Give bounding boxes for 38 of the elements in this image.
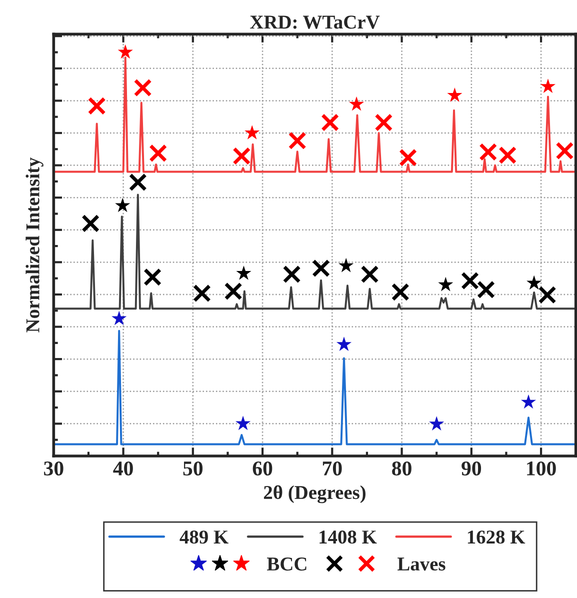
point bbox=[82, 214, 100, 232]
legend-label: BCC bbox=[267, 558, 306, 571]
point bbox=[348, 96, 364, 111]
chart-title: XRD: WTaCrV bbox=[250, 16, 380, 29]
point bbox=[538, 286, 556, 304]
point bbox=[192, 284, 211, 302]
legend-label: 1408 K bbox=[320, 530, 377, 544]
point bbox=[360, 265, 379, 284]
point bbox=[236, 416, 251, 430]
x-tick-label: 50 bbox=[183, 461, 203, 476]
x-tick-label: 60 bbox=[252, 461, 272, 476]
point bbox=[224, 282, 242, 300]
x-tick-label: 40 bbox=[113, 461, 133, 476]
y-axis-title: Normalized Intensity bbox=[26, 157, 44, 332]
legend-label: 489 K bbox=[180, 530, 228, 544]
x-tick-label: 80 bbox=[392, 461, 412, 476]
x-tick-label: 90 bbox=[462, 461, 482, 476]
x-tick-label: 100 bbox=[527, 461, 556, 476]
point bbox=[520, 394, 536, 409]
point bbox=[112, 310, 127, 326]
x-axis-title: 2θ (Degrees) bbox=[264, 485, 366, 504]
point bbox=[282, 265, 301, 284]
x-tick-label: 70 bbox=[322, 461, 342, 476]
x-tick-label: 30 bbox=[44, 461, 64, 476]
point bbox=[429, 416, 444, 430]
point bbox=[312, 259, 330, 278]
point bbox=[540, 78, 556, 93]
point bbox=[461, 272, 480, 290]
point bbox=[336, 336, 352, 351]
legend-label: Laves bbox=[398, 558, 446, 571]
point bbox=[477, 280, 496, 299]
point bbox=[447, 88, 462, 102]
point bbox=[144, 268, 162, 286]
point bbox=[391, 283, 410, 302]
point bbox=[118, 44, 133, 59]
legend-label: 1628 K bbox=[468, 530, 526, 544]
point bbox=[244, 125, 260, 140]
point bbox=[128, 173, 147, 192]
